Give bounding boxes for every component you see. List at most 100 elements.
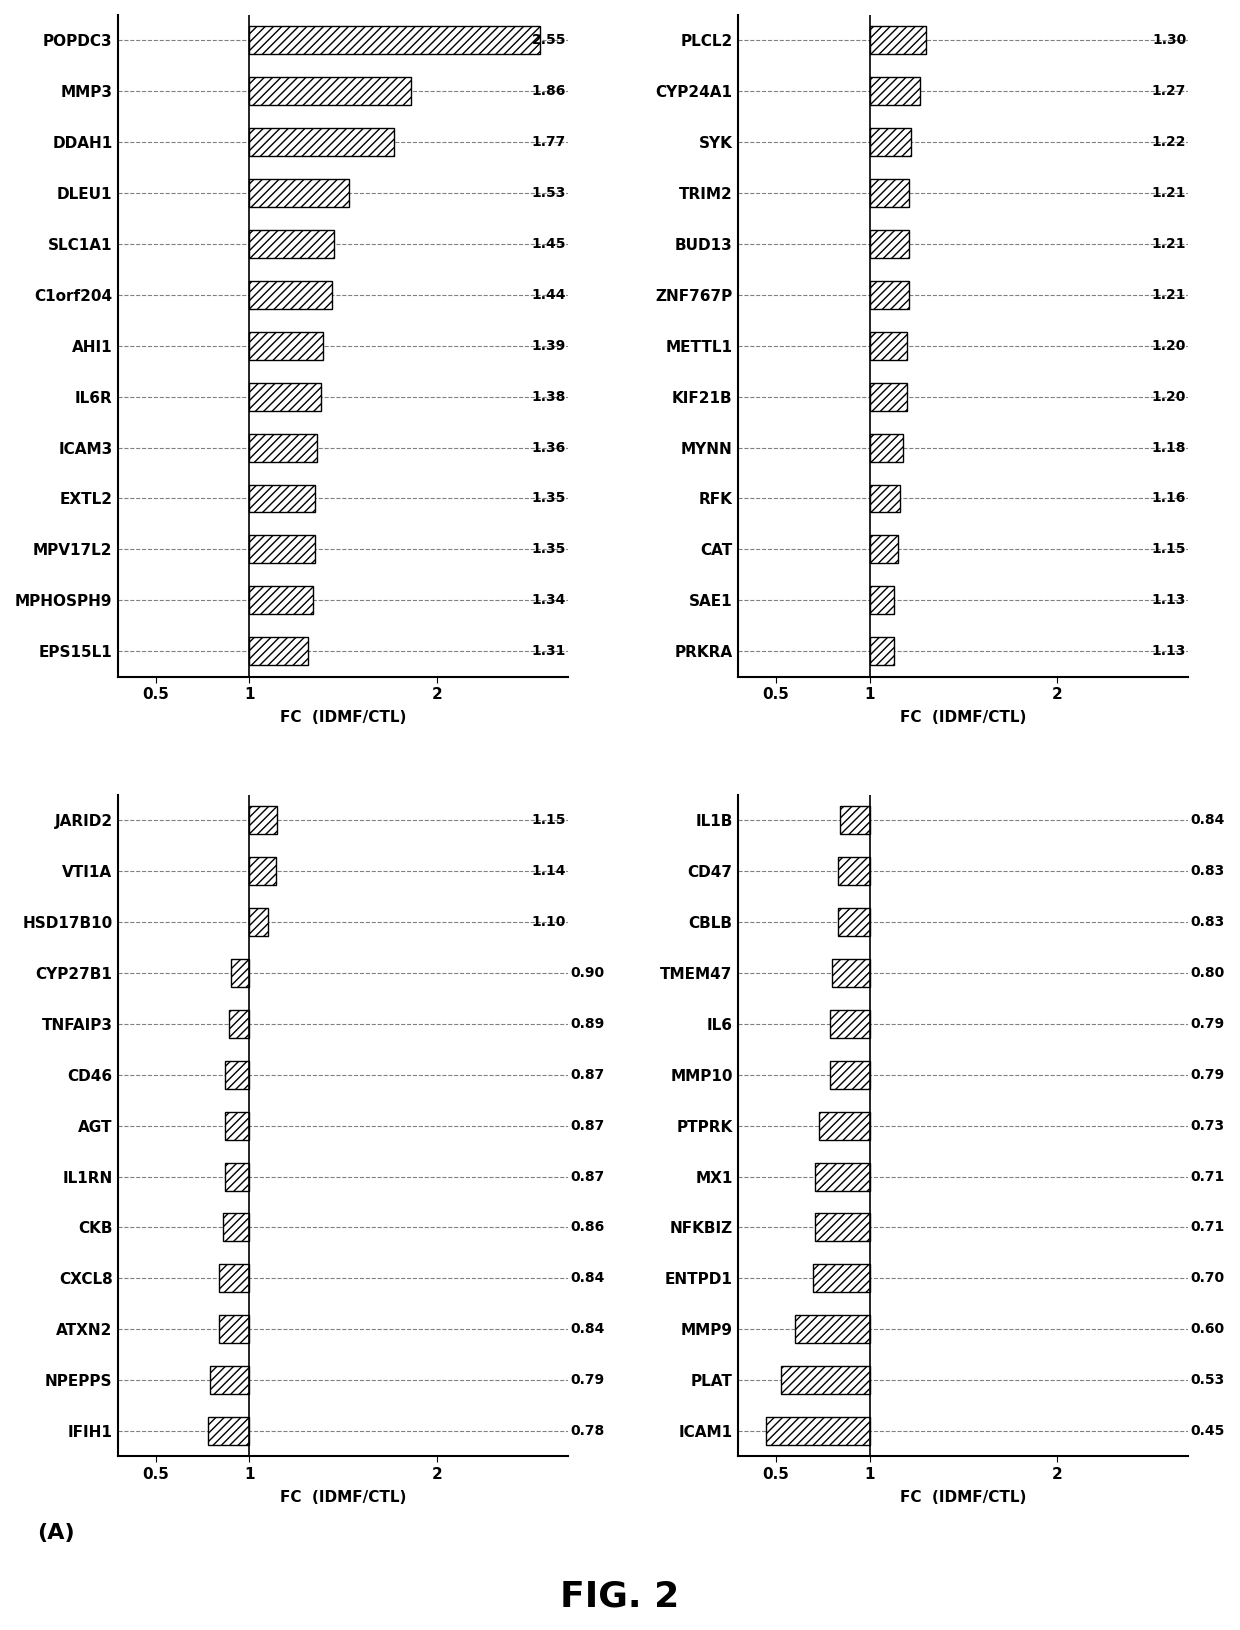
- X-axis label: FC  (IDMF/CTL): FC (IDMF/CTL): [280, 711, 407, 725]
- Bar: [869, 179, 909, 207]
- Text: 0.60: 0.60: [1190, 1322, 1225, 1337]
- Text: 1.13: 1.13: [1152, 644, 1187, 659]
- Text: 1.10: 1.10: [532, 914, 565, 929]
- Text: 1.35: 1.35: [532, 543, 565, 556]
- Text: 1.39: 1.39: [532, 339, 565, 352]
- Bar: [249, 280, 332, 310]
- Bar: [249, 857, 275, 885]
- Bar: [869, 535, 898, 564]
- Bar: [869, 26, 926, 54]
- Text: 1.15: 1.15: [532, 813, 565, 828]
- Text: 1.44: 1.44: [532, 289, 565, 302]
- Text: 1.15: 1.15: [1152, 543, 1187, 556]
- Text: 1.45: 1.45: [532, 236, 565, 251]
- Bar: [249, 77, 410, 106]
- Text: 1.53: 1.53: [532, 186, 565, 200]
- Text: 0.84: 0.84: [570, 1322, 605, 1337]
- Bar: [815, 1213, 869, 1242]
- Bar: [249, 26, 541, 54]
- Bar: [249, 484, 315, 512]
- Text: 1.27: 1.27: [1152, 85, 1187, 98]
- Text: 1.22: 1.22: [1152, 135, 1187, 150]
- Text: 1.18: 1.18: [1152, 440, 1187, 455]
- Text: 1.13: 1.13: [1152, 593, 1187, 608]
- Text: 1.36: 1.36: [532, 440, 565, 455]
- Bar: [839, 807, 869, 835]
- Text: 1.21: 1.21: [1152, 236, 1187, 251]
- Text: 1.21: 1.21: [1152, 289, 1187, 302]
- Text: 0.84: 0.84: [570, 1271, 605, 1286]
- Bar: [249, 535, 315, 564]
- Bar: [210, 1366, 249, 1394]
- Text: 0.45: 0.45: [1190, 1425, 1225, 1438]
- Text: 0.71: 0.71: [1190, 1170, 1225, 1183]
- Bar: [249, 179, 348, 207]
- Text: 1.20: 1.20: [1152, 339, 1187, 352]
- Bar: [831, 1061, 869, 1089]
- Bar: [869, 434, 903, 461]
- Bar: [219, 1265, 249, 1293]
- Text: 0.73: 0.73: [1190, 1118, 1225, 1133]
- Bar: [869, 484, 899, 512]
- Bar: [781, 1366, 869, 1394]
- Bar: [838, 857, 869, 885]
- Text: 1.21: 1.21: [1152, 186, 1187, 200]
- X-axis label: FC  (IDMF/CTL): FC (IDMF/CTL): [900, 711, 1027, 725]
- Bar: [224, 1061, 249, 1089]
- Bar: [249, 129, 394, 156]
- Text: 0.53: 0.53: [1190, 1372, 1225, 1387]
- Text: 0.83: 0.83: [1190, 864, 1225, 879]
- Bar: [815, 1162, 869, 1190]
- Text: 0.84: 0.84: [1190, 813, 1225, 828]
- Text: 1.16: 1.16: [1152, 492, 1187, 505]
- Text: 0.79: 0.79: [1190, 1068, 1225, 1082]
- Bar: [219, 1315, 249, 1343]
- X-axis label: FC  (IDMF/CTL): FC (IDMF/CTL): [900, 1490, 1027, 1504]
- X-axis label: FC  (IDMF/CTL): FC (IDMF/CTL): [280, 1490, 407, 1504]
- Bar: [208, 1416, 249, 1446]
- Text: 2.55: 2.55: [532, 34, 565, 47]
- Bar: [832, 958, 869, 986]
- Text: 0.78: 0.78: [570, 1425, 605, 1438]
- Bar: [869, 77, 920, 106]
- Bar: [869, 383, 908, 411]
- Bar: [869, 587, 894, 615]
- Text: 0.79: 0.79: [1190, 1017, 1225, 1030]
- Bar: [831, 1011, 869, 1038]
- Bar: [249, 587, 314, 615]
- Text: 0.71: 0.71: [1190, 1221, 1225, 1234]
- Bar: [249, 908, 268, 936]
- Bar: [869, 129, 911, 156]
- Text: 0.80: 0.80: [1190, 967, 1225, 980]
- Text: 1.14: 1.14: [532, 864, 565, 879]
- Bar: [813, 1265, 869, 1293]
- Text: 0.70: 0.70: [1190, 1271, 1225, 1286]
- Bar: [231, 958, 249, 986]
- Bar: [795, 1315, 869, 1343]
- Text: 1.86: 1.86: [532, 85, 565, 98]
- Text: 0.89: 0.89: [570, 1017, 605, 1030]
- Text: 1.34: 1.34: [532, 593, 565, 608]
- Text: 1.77: 1.77: [532, 135, 565, 150]
- Bar: [869, 280, 909, 310]
- Text: (A): (A): [37, 1522, 74, 1542]
- Bar: [249, 333, 322, 360]
- Bar: [818, 1112, 869, 1139]
- Text: 0.87: 0.87: [570, 1118, 605, 1133]
- Bar: [228, 1011, 249, 1038]
- Text: 0.87: 0.87: [570, 1068, 605, 1082]
- Text: 1.30: 1.30: [1152, 34, 1187, 47]
- Bar: [766, 1416, 869, 1446]
- Text: 1.31: 1.31: [532, 644, 565, 659]
- Bar: [869, 230, 909, 258]
- Bar: [249, 383, 321, 411]
- Text: 0.86: 0.86: [570, 1221, 605, 1234]
- Text: 0.87: 0.87: [570, 1170, 605, 1183]
- Bar: [869, 637, 894, 665]
- Bar: [249, 434, 317, 461]
- Bar: [249, 230, 334, 258]
- Text: 0.83: 0.83: [1190, 914, 1225, 929]
- Bar: [224, 1162, 249, 1190]
- Bar: [224, 1112, 249, 1139]
- Bar: [249, 807, 278, 835]
